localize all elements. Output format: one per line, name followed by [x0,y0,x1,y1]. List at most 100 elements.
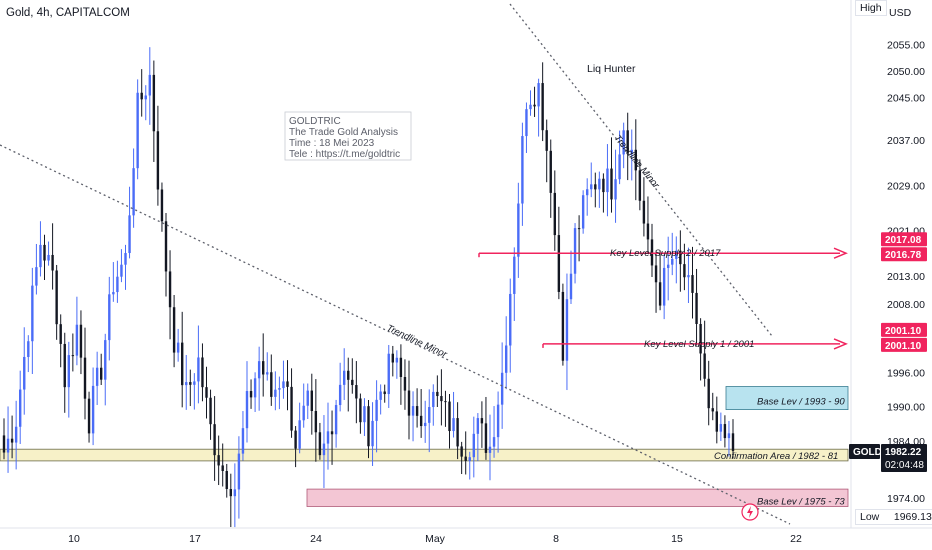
candle-body [237,453,241,490]
candle-body [278,388,281,390]
candle-body [10,438,14,443]
chart-title: Gold, 4h, CAPITALCOM [6,7,130,19]
candle-body [606,168,609,193]
candle-body [654,265,658,283]
candle-body [561,291,565,361]
watermark-line-1: GOLDTRIC [289,116,341,127]
candle-body [233,489,237,497]
candle-body [355,385,358,399]
candle-body [642,200,646,224]
candle-body [245,391,249,429]
candle-body [618,154,621,180]
candle-body [108,294,111,341]
key-level-supply-2-line [478,247,848,259]
base-level-low-zone [306,488,849,507]
candle-body [229,489,232,497]
candle-body [371,420,374,447]
low-value: 1969.13 [893,511,932,523]
time-axis[interactable]: 10 17 24 May 8 15 22 [68,533,802,545]
candle-body [565,299,569,361]
candle-body [338,384,342,406]
candle-body [241,428,245,454]
base-level-high-zone [725,386,849,411]
candle-body [67,355,70,388]
candle-body [379,391,382,400]
candle-body [569,273,573,300]
candle-body [217,455,220,466]
candle-body [480,418,484,424]
candle-body [23,356,26,390]
y-tick-label: 2055.00 [887,40,925,52]
candle-body [419,415,423,427]
candle-body [667,264,670,268]
candle-body [622,130,625,155]
candle-body [302,405,305,421]
candle-body [290,386,293,431]
candle-body [189,382,192,385]
candle-body [630,149,633,155]
svg-text:2001.10: 2001.10 [885,326,922,337]
last-price-badge: GOLD 1982.22 02:04:48 [849,443,927,472]
candle-body [185,382,188,386]
candle-body [359,398,362,423]
candle-body [132,168,135,216]
trendline-minor-left [0,144,791,525]
candle-body [343,370,346,385]
candle-body [6,438,10,453]
candle-body [71,355,75,357]
candle-body [306,390,309,406]
candle-body [492,437,496,447]
candle-body [537,83,540,107]
base-level-low-label: Base Lev / 1975 - 73 [757,497,845,508]
candle-body [144,95,147,100]
candle-body [27,341,30,357]
candle-body [699,323,702,354]
candle-body [59,324,62,344]
candle-body [51,254,54,271]
candle-body [375,399,378,421]
svg-text:2016.78: 2016.78 [885,250,922,261]
candle-body [658,282,662,306]
candle-body [225,470,228,490]
candle-body [634,149,637,171]
x-tick-label: 24 [310,533,322,545]
candle-body [496,404,500,438]
key-level-supply-2-label: Key Level Supply 2 / 2017 [610,248,721,259]
candle-body [387,353,390,395]
candle-body [468,457,471,461]
svg-text:2001.10: 2001.10 [885,341,922,352]
candle-body [193,381,196,385]
candle-body [719,424,723,432]
candle-body [310,390,313,412]
candle-body [695,292,698,324]
candle-body [266,372,269,375]
watermark-line-2: The Trade Gold Analysis [289,127,398,138]
alert-bolt-icon[interactable] [741,503,759,521]
candle-body [581,195,585,229]
candle-body [691,275,694,293]
low-label: Low 1969.13 [855,509,932,525]
candle-body [602,178,605,193]
candle-body [286,381,289,387]
candle-body [553,192,556,236]
y-tick-label: 2029.00 [887,180,925,192]
watermark-box [284,111,412,161]
candle-body [55,270,58,325]
candle-body [436,391,439,397]
candle-body [253,378,257,398]
candle-body [399,357,403,378]
candle-body [476,418,480,434]
candle-body [517,203,520,257]
candle-body [460,446,463,457]
candle-body [411,406,415,416]
candle-body [731,433,735,451]
candle-body [383,391,386,395]
candle-body [221,465,224,471]
candle-body [181,342,184,386]
watermark-line-3: Time : 18 Mei 2023 [289,138,375,149]
candle-body [116,276,119,293]
candle-body [541,83,544,131]
candle-body [160,189,164,222]
svg-text:GOLD: GOLD [853,447,882,458]
